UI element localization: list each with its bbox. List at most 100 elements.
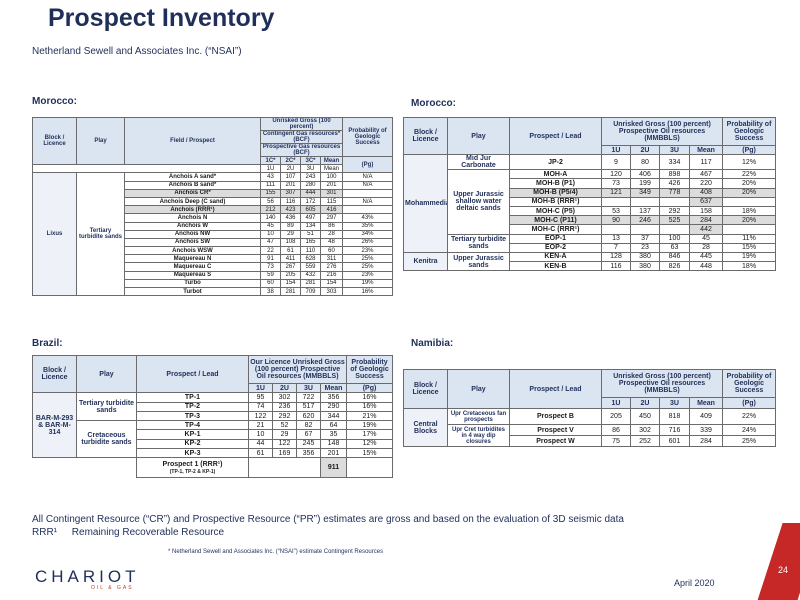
- play-cell-tertiary: Tertiary turbidite sands: [76, 392, 137, 422]
- table-row: Upper Jurassic shallow water deltaic san…: [404, 169, 777, 235]
- block-cell: Lixus: [32, 172, 77, 297]
- play-cell-mid-jur: Mid Jur Carbonate: [447, 154, 510, 171]
- header-2u: 2U: [630, 144, 660, 156]
- table-row-rrr: Prospect 1 (RRR¹) (TP-1, TP-2 & KP-1) 91…: [33, 457, 394, 479]
- header-3u: 3U: [300, 164, 321, 174]
- table-row: BAR-M-293 & BAR-M-314 Tertiary turbidite…: [32, 392, 394, 459]
- logo-sub: OIL & GAS: [91, 585, 134, 591]
- table-row: MOH-B (P1) 73 199 426 220 20%: [404, 178, 777, 189]
- header-field: Field / Prospect: [124, 116, 261, 166]
- morocco-mohammedia-table: Block / Licence Play Prospect / Lead Unr…: [403, 116, 777, 272]
- header-group: Unrisked Gross (100 percent) Prospective…: [600, 369, 724, 398]
- play-cell-turbidites: Upr Cret turbidites in 4 way dip closure…: [447, 424, 510, 447]
- table-row: Anchois (RRR¹) 212 423 605 416: [33, 205, 394, 215]
- header-probability: Probability of Geologic Success: [342, 117, 394, 157]
- table-row: MOH-C (P11) 90 246 525 284 20%: [404, 215, 777, 226]
- table-row: Mohammedia Mid Jur Carbonate JP-2 9 80 334 1…: [403, 154, 777, 253]
- header-play: Play: [447, 369, 510, 409]
- company-logo: CHARIOT OIL & GAS: [35, 568, 140, 591]
- table-row: Turbo 60 154 281 154 19%: [33, 278, 394, 289]
- page-number: 24: [778, 565, 789, 575]
- table-row: Upr Cret turbidites in 4 way dip closure…: [404, 424, 777, 447]
- header-2u: 2U: [280, 164, 301, 174]
- page-subtitle: Netherland Sewell and Associates Inc. (“…: [32, 46, 242, 57]
- play-cell-fan: Upr Cretaceous fan prospects: [447, 408, 510, 425]
- block-cell-mohammedia: Mohammedia: [403, 154, 448, 253]
- table-row: KEN-B 116 380 826 448 18%: [404, 261, 777, 272]
- table-row: MOH-B (P5/4) 121 349 778 408 20%: [404, 187, 777, 198]
- header-block: Block / Licence: [403, 369, 448, 409]
- note-rrr-definition: Remaining Recoverable Resource: [71, 527, 225, 538]
- region-label-brazil: Brazil:: [32, 338, 63, 349]
- header-pg: (Pg): [722, 144, 777, 156]
- header-3u: 3U: [659, 144, 690, 156]
- header-3u: 3U: [296, 382, 321, 394]
- table-row: EOP-2 7 23 63 28 15%: [404, 242, 777, 253]
- header-probability: Probability of Geologic Success: [346, 355, 394, 384]
- play-cell-kenitra: Upper Jurassic sands: [447, 251, 510, 272]
- note-rrr-abbrev: RRR¹: [32, 527, 57, 538]
- header-probability: Probability of Geologic Success: [722, 117, 777, 146]
- region-label-morocco-left: Morocco:: [32, 96, 77, 107]
- header-block: Block / Licence: [403, 116, 448, 156]
- note-line-2: RRR¹ Remaining Recoverable Resource: [32, 526, 624, 539]
- play-cell: Tertiary turbidite sands: [76, 172, 125, 297]
- rrr-blank: [248, 457, 321, 479]
- header-prospect: Prospect / Lead: [509, 369, 602, 409]
- header-1u: 1U: [260, 164, 281, 174]
- header-spacer: [32, 164, 261, 174]
- header-block: Block / Licence: [32, 116, 77, 166]
- table-row: Central Blocks Upr Cretaceous fan prospe…: [403, 408, 777, 447]
- region-label-namibia: Namibia:: [411, 338, 454, 349]
- play-cell-cretaceous: Cretaceous turbidite sands: [76, 420, 137, 459]
- header-3c: 3C*: [300, 155, 321, 166]
- rrr-pg: [346, 457, 394, 479]
- table-row: Lixus Tertiary turbidite sands Anchois A…: [32, 172, 394, 297]
- note-line-1: All Contingent Resource (“CR”) and Prosp…: [32, 514, 624, 525]
- play-cell-upper-jurassic: Upper Jurassic shallow water deltaic san…: [447, 169, 510, 235]
- header-mean: Mean: [688, 144, 724, 156]
- header-mean-c: Mean: [319, 155, 344, 166]
- header-1c: 1C*: [260, 155, 281, 166]
- table-row: Tertiary turbidite sands EOP-1 13 37 100 45 1…: [404, 233, 777, 253]
- header-2u: 2U: [272, 382, 297, 394]
- table-row: Turbot 38 281 709 303 16%: [33, 286, 394, 297]
- table-row: Prospect W 75 252 601 284 25%: [404, 435, 777, 447]
- table-row: MOH-C (RRR¹) 442: [404, 224, 777, 235]
- resources-note: All Contingent Resource (“CR”) and Prosp…: [32, 513, 624, 539]
- header-2c: 2C*: [280, 155, 301, 166]
- header-1u: 1U: [601, 144, 631, 156]
- namibia-table: Block / Licence Play Prospect / Lead Unr…: [403, 369, 777, 447]
- logo-name: CHARIOT: [35, 567, 140, 586]
- rrr-sub-label: (TP-1, TP-2 & KP-1): [169, 469, 216, 476]
- table-row: KP-3 61 169 356 201 15%: [33, 448, 394, 459]
- block-cell-central: Central Blocks: [403, 408, 448, 447]
- header-2u: 2U: [630, 397, 660, 409]
- morocco-lixus-table: Block / Licence Play Field / Prospect Un…: [32, 116, 394, 297]
- table-row: Anchois W 45 89 134 86 35%: [33, 221, 394, 231]
- table-row: MOH-C (P5) 53 137 292 158 18%: [404, 205, 777, 217]
- header-contingent: Contingent Gas resources* (BCF): [259, 130, 344, 144]
- page-title: Prospect Inventory: [48, 4, 275, 32]
- header-prospect: Prospect / Lead: [136, 354, 249, 394]
- header-play: Play: [447, 116, 510, 156]
- header-1u: 1U: [248, 382, 273, 394]
- header-play: Play: [76, 116, 125, 166]
- footnote: * Netherland Sewell and Associates Inc. …: [168, 549, 384, 555]
- region-label-morocco-right: Morocco:: [411, 98, 456, 109]
- header-mean-u: Mean: [319, 164, 344, 174]
- spacer-cell: [33, 458, 137, 478]
- header-probability: Probability of Geologic Success: [722, 369, 777, 398]
- header-pg: (Pg): [342, 155, 394, 174]
- header-pg: (Pg): [346, 382, 394, 394]
- header-prospect: Prospect / Lead: [509, 116, 602, 156]
- block-cell-kenitra: Kenitra: [403, 251, 448, 272]
- header-pg: (Pg): [722, 397, 777, 409]
- header-mean: Mean: [319, 382, 348, 394]
- header-group: Our Licence Unrisked Gross (100 percent)…: [247, 355, 348, 384]
- play-cell-tertiary: Tertiary turbidite sands: [447, 233, 510, 253]
- header-3u: 3U: [659, 397, 690, 409]
- header-group: Unrisked Gross (100 percent): [259, 117, 344, 131]
- table-row: Kenitra Upper Jurassic sands KEN-A 128 380…: [403, 251, 777, 272]
- brazil-table: Block / Licence Play Prospect / Lead Our…: [32, 354, 394, 479]
